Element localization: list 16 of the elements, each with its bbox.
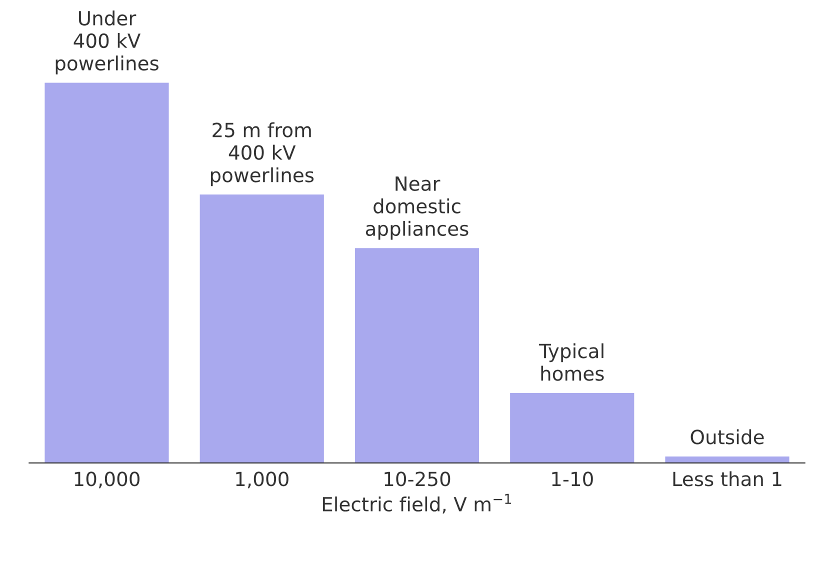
x-tick-label: 10-250 xyxy=(384,472,450,486)
bar xyxy=(44,82,169,463)
annotation: Typical homes xyxy=(539,343,604,381)
annotation: Under 400 kV powerlines xyxy=(56,10,158,74)
x-tick-label: 1-10 xyxy=(552,472,593,486)
bar xyxy=(354,248,480,463)
bar xyxy=(510,392,634,463)
annotation: Outside xyxy=(690,429,764,444)
bar xyxy=(200,194,324,463)
x-tick-label: 1,000 xyxy=(236,472,288,488)
bar xyxy=(665,456,790,463)
x-axis-title: Electric field, V m$^{−1}$ xyxy=(322,494,512,514)
x-tick-label: Less than 1 xyxy=(673,471,782,486)
annotation: 25 m from 400 kV powerlines xyxy=(210,122,314,186)
x-tick-label: 10,000 xyxy=(74,472,140,488)
annotation: Near domestic appliances xyxy=(366,176,468,240)
